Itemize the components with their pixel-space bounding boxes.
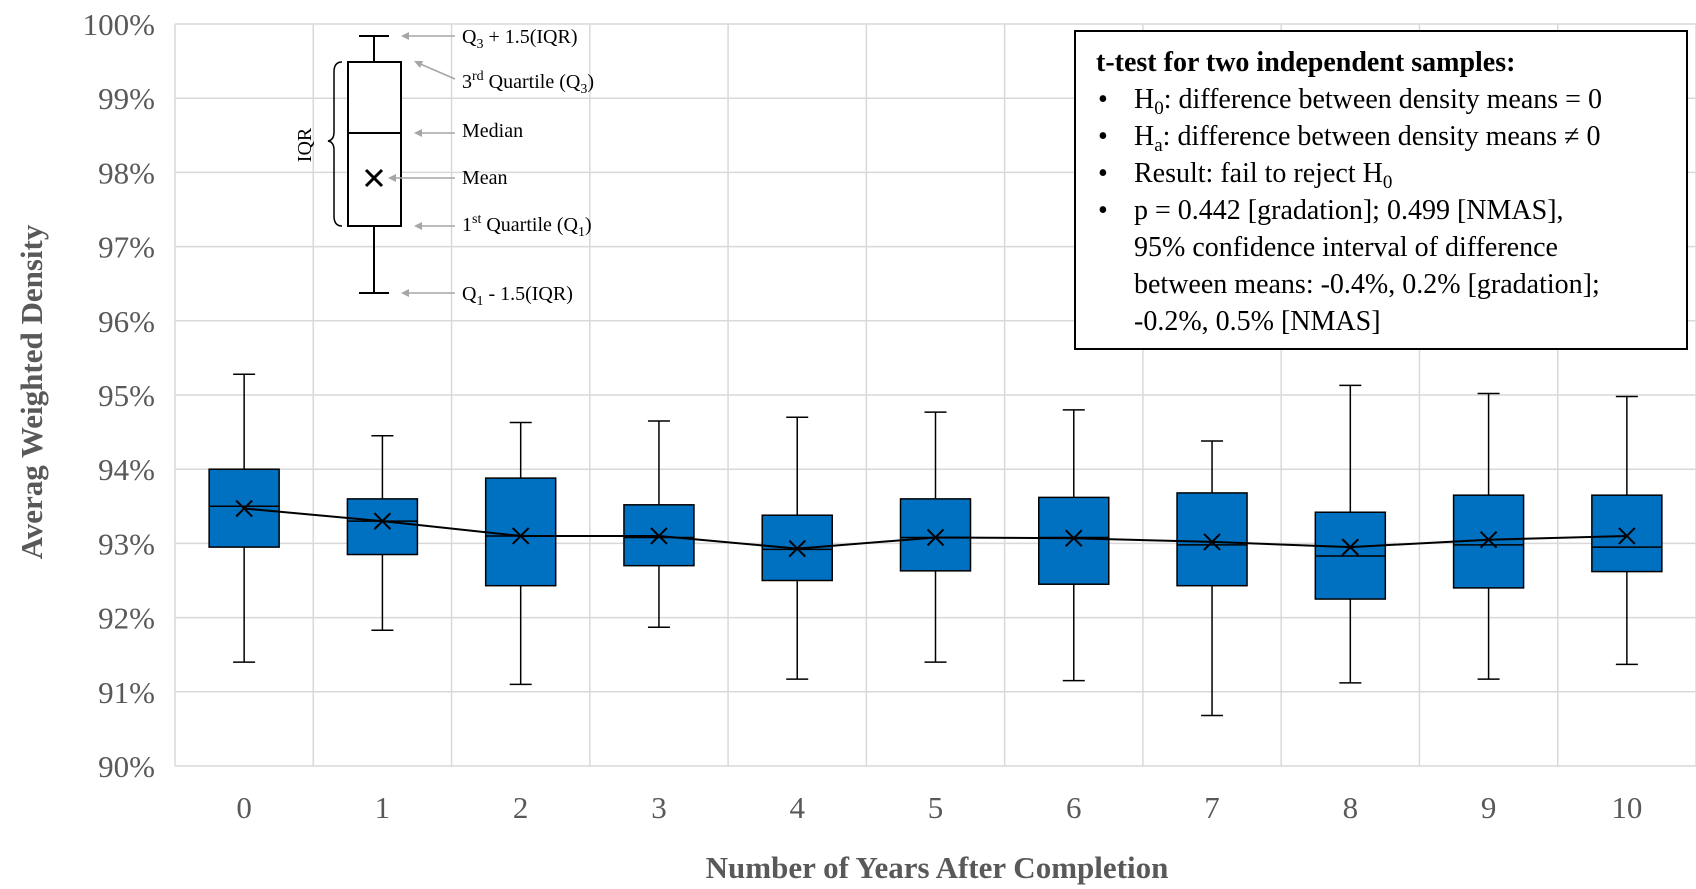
x-tick-label: 6: [1066, 790, 1082, 825]
ttest-p-values: p = 0.442 [gradation]; 0.499 [NMAS],95% …: [1096, 192, 1672, 340]
y-tick-label: 91%: [98, 675, 155, 710]
box-7: [1176, 440, 1248, 717]
y-tick-label: 90%: [98, 749, 155, 784]
mean-marker: [926, 528, 945, 547]
ttest-ha: Ha: difference between density means ≠ 0: [1096, 118, 1672, 155]
legend-mean-marker: [364, 168, 384, 188]
legend-iqr-label: IQR: [294, 127, 316, 162]
mean-marker: [235, 499, 253, 518]
iqr-box: [1038, 496, 1110, 585]
mean-marker: [373, 512, 392, 530]
iqr-box: [899, 498, 972, 572]
y-axis-title: Averag Weighted Density: [14, 224, 49, 559]
mean-marker: [1203, 533, 1221, 551]
box-6: [1038, 409, 1110, 682]
iqr-box: [1176, 492, 1248, 587]
iqr-box: [484, 477, 557, 587]
x-tick-label: 0: [236, 790, 252, 825]
ttest-h0: H0: difference between density means = 0: [1096, 81, 1672, 118]
y-tick-label: 100%: [83, 7, 155, 42]
y-tick-label: 97%: [98, 230, 155, 265]
y-axis-tick-labels: 90% 91% 92% 93% 94% 95% 96% 97% 98% 99% 100%: [83, 7, 155, 784]
mean-marker: [1065, 529, 1083, 547]
box-5: [899, 411, 972, 663]
legend-q1-text: 1st Quartile (Q1): [462, 212, 592, 240]
legend-median-text: Median: [462, 120, 523, 142]
mean-marker: [650, 527, 668, 545]
mean-marker: [511, 527, 530, 545]
legend-mean-text: Mean: [462, 167, 508, 189]
y-tick-label: 94%: [98, 452, 155, 487]
mean-markers: [235, 499, 1636, 558]
box-8: [1314, 384, 1387, 684]
box-10: [1591, 395, 1663, 666]
box-9: [1452, 392, 1525, 680]
y-tick-label: 95%: [98, 378, 155, 413]
legend-arrows: [388, 32, 456, 297]
gridlines: [174, 23, 1696, 767]
mean-marker: [1479, 530, 1498, 549]
x-axis-tick-labels: 0 1 2 3 4 5 6 7 8 9 10: [236, 790, 1642, 825]
x-tick-label: 2: [513, 790, 529, 825]
x-tick-label: 7: [1204, 790, 1220, 825]
box-0: [208, 373, 280, 663]
ttest-list: H0: difference between density means = 0…: [1096, 81, 1672, 340]
ttest-title: t-test for two independent samples:: [1096, 47, 1516, 78]
iqr-box: [346, 498, 419, 556]
mean-marker: [1618, 527, 1636, 545]
box-plot-legend: IQR Q3 + 1.5(IQR) 3rd Quartile (Q3) Medi…: [294, 26, 594, 309]
x-tick-label: 8: [1343, 790, 1359, 825]
box-1: [346, 435, 419, 631]
legend-whisker-top-text: Q3 + 1.5(IQR): [462, 26, 578, 52]
x-tick-label: 9: [1481, 790, 1497, 825]
y-tick-label: 99%: [98, 81, 155, 116]
x-tick-label: 10: [1611, 790, 1642, 825]
iqr-box: [1591, 494, 1663, 573]
mean-marker: [1341, 538, 1360, 556]
legend-iqr-brace: [327, 61, 343, 227]
x-tick-label: 3: [651, 790, 667, 825]
y-tick-label: 98%: [98, 155, 155, 190]
x-axis-title: Number of Years After Completion: [706, 850, 1169, 885]
legend-box: [347, 61, 402, 227]
box-2: [484, 421, 557, 686]
x-tick-label: 4: [789, 790, 805, 825]
legend-q3-text: 3rd Quartile (Q3): [462, 69, 594, 97]
y-tick-label: 92%: [98, 601, 155, 636]
box-3: [623, 420, 695, 628]
ttest-result: Result: fail to reject H0: [1096, 155, 1672, 192]
x-tick-label: 5: [928, 790, 944, 825]
x-tick-label: 1: [375, 790, 391, 825]
mean-marker: [788, 539, 806, 558]
ttest-annotation-box: t-test for two independent samples: H0: …: [1074, 30, 1688, 350]
legend-whisker-bottom-text: Q1 - 1.5(IQR): [462, 283, 573, 309]
y-tick-label: 93%: [98, 526, 155, 561]
y-tick-label: 96%: [98, 304, 155, 339]
box-series: [208, 373, 1663, 717]
